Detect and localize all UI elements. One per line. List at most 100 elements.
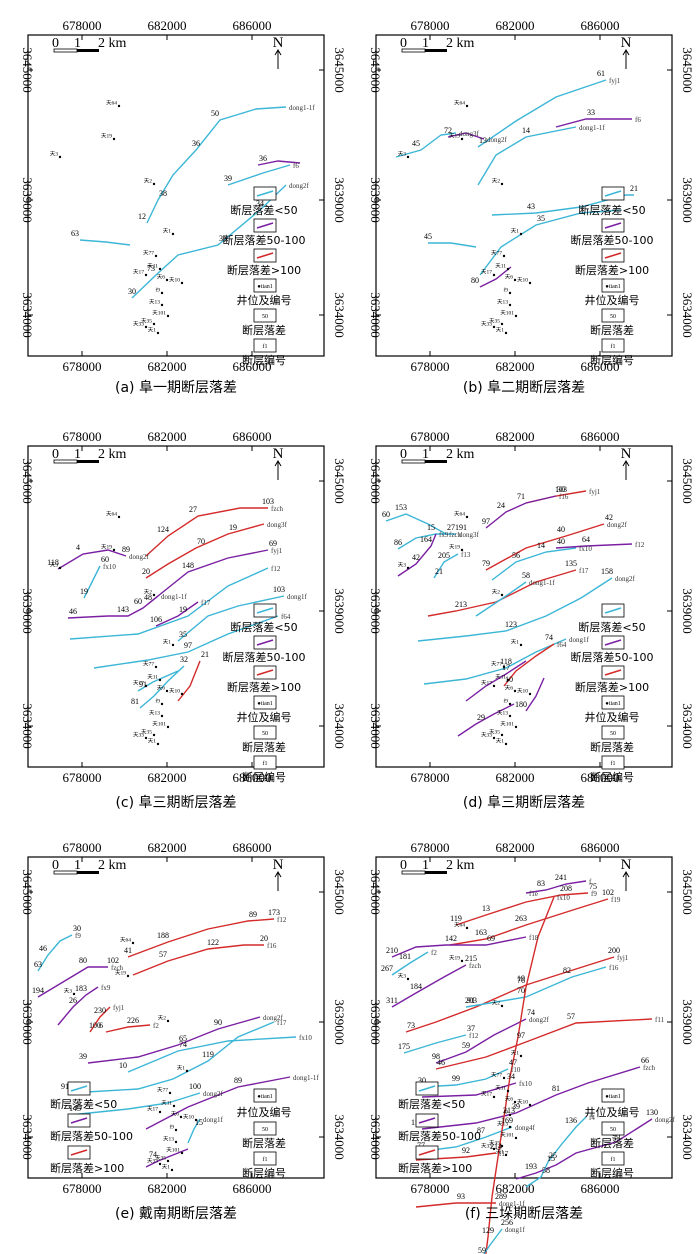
- well-dot: [72, 992, 76, 996]
- fault-line: [485, 896, 555, 1254]
- svg-text:断层编号: 断层编号: [242, 353, 286, 367]
- fault-name: dong1-1f: [499, 1200, 525, 1208]
- fault-line: [397, 533, 437, 577]
- well-dot: [160, 303, 164, 307]
- well-dot: [465, 515, 469, 519]
- svg-text:50: 50: [262, 731, 268, 737]
- well-dot: [158, 1162, 162, 1166]
- well-label: 天1: [511, 639, 520, 646]
- well-dot: [172, 1104, 176, 1108]
- svg-text:断层落差: 断层落差: [590, 323, 634, 337]
- fault-throw-value: 19: [229, 523, 237, 532]
- fault-lines: [37, 918, 297, 1168]
- fault-line: [525, 1116, 587, 1188]
- fault-name: dong2f: [615, 575, 636, 583]
- well-dot: [500, 182, 504, 186]
- well-label: 天2: [144, 178, 153, 185]
- fault-name-labels: dong3f dong2f fyj1 dong1-1f f6: [459, 77, 641, 144]
- fault-throw-value: 33: [587, 108, 595, 117]
- north-arrow-icon: N: [621, 446, 632, 480]
- well-dot: [160, 714, 164, 718]
- x-tick-bottom: 686000: [233, 1181, 272, 1196]
- well-label: 天77: [143, 661, 154, 668]
- panel-caption: (e) 戴南期断层落差: [115, 1206, 237, 1222]
- well-dot: [513, 278, 517, 282]
- well-label: 天19: [115, 970, 126, 977]
- fault-throw-value: 93: [457, 1192, 465, 1201]
- x-tick-bottom: 686000: [581, 359, 620, 374]
- svg-text:断层落差50-100: 断层落差50-100: [223, 650, 306, 664]
- fault-line: [132, 944, 264, 976]
- well-label: 天3: [50, 151, 59, 158]
- fault-name: dong1-1f: [161, 593, 187, 601]
- fault-throw-value: 311: [386, 996, 398, 1005]
- fault-throw-value: 263: [515, 914, 527, 923]
- svg-text:断层落差50-100: 断层落差50-100: [50, 1129, 133, 1143]
- fault-throw-value: 59: [462, 1041, 470, 1050]
- map-panel-2: 678000 678000 682000 682000 686000 686000 3645…: [368, 18, 695, 374]
- well-label: 天11: [147, 263, 158, 270]
- well-label: 天35: [141, 318, 152, 325]
- fault-name: dong4f: [515, 1124, 536, 1132]
- fault-line: [57, 986, 99, 1026]
- well-dot: [160, 291, 164, 295]
- fault-line: [405, 956, 615, 1033]
- fault-lines: [395, 79, 634, 288]
- fault-throw-value: 42: [412, 553, 420, 562]
- fault-line: [127, 1036, 297, 1073]
- fault-throw-value: 46: [437, 1058, 445, 1067]
- well-label: 天2: [492, 1000, 501, 1007]
- svg-text:N: N: [621, 446, 632, 462]
- fault-name: fyj1: [589, 488, 601, 496]
- well-dot: [117, 104, 121, 108]
- y-tick-right: 3645000: [680, 869, 695, 915]
- fault-name-labels: f9fzchfx9fyj1f2f12f16dong2ffx10f17dong2f…: [75, 916, 319, 1124]
- well-label: 天17: [481, 269, 492, 276]
- svg-text:50: 50: [262, 314, 268, 320]
- fault-throw-value: 27: [447, 523, 455, 532]
- well-dot: [500, 593, 504, 597]
- x-tick-bottom: 682000: [148, 770, 187, 785]
- well-label: 天64: [106, 100, 117, 107]
- well-label: 天33: [481, 321, 492, 328]
- well-dot: [465, 104, 469, 108]
- y-tick-left: 3645000: [368, 47, 383, 93]
- fault-throw-value: 200: [608, 946, 620, 955]
- fault-line: [145, 1148, 189, 1168]
- fault-throw-value: 74: [545, 633, 553, 642]
- well-dot: [158, 1110, 162, 1114]
- fault-name: fyj1: [609, 77, 621, 85]
- fault-throw-value: 96: [612, 1131, 620, 1140]
- fault-throw-value: 81: [552, 1084, 560, 1093]
- fault-throw-value: 61: [597, 69, 605, 78]
- well-label: 天10: [183, 1114, 194, 1121]
- fault-line: [447, 132, 485, 140]
- y-tick-right: 3634000: [680, 292, 695, 338]
- fault-throw-value: 180: [515, 700, 527, 709]
- fault-throw-value: 210: [386, 946, 398, 955]
- x-tick-bottom: 686000: [233, 770, 272, 785]
- x-tick-bottom: 682000: [496, 770, 535, 785]
- well-dot: [170, 1168, 174, 1172]
- well-label: 天1: [177, 1065, 186, 1072]
- fault-throw-value: 21: [201, 650, 209, 659]
- y-tick-right: 3634000: [680, 1114, 695, 1160]
- fault-name: f: [589, 878, 592, 886]
- fault-name: f2: [153, 1022, 159, 1030]
- fault-throw-value: 80: [471, 276, 479, 285]
- well-label: 天2: [492, 589, 501, 596]
- y-tick-right: 3634000: [332, 292, 347, 338]
- y-tick-right: 3645000: [332, 869, 347, 915]
- fault-throw-value: 82: [563, 966, 571, 975]
- well-label: 天3: [50, 562, 59, 569]
- well-dot: [492, 1147, 496, 1151]
- well-label: 天6: [171, 1111, 180, 1118]
- svg-text:断层编号: 断层编号: [242, 1166, 286, 1180]
- fault-throw-value: 136: [565, 1116, 577, 1125]
- svg-text:断层落差: 断层落差: [242, 1136, 286, 1150]
- well-label: 天64: [120, 937, 131, 944]
- well-dot: [158, 678, 162, 682]
